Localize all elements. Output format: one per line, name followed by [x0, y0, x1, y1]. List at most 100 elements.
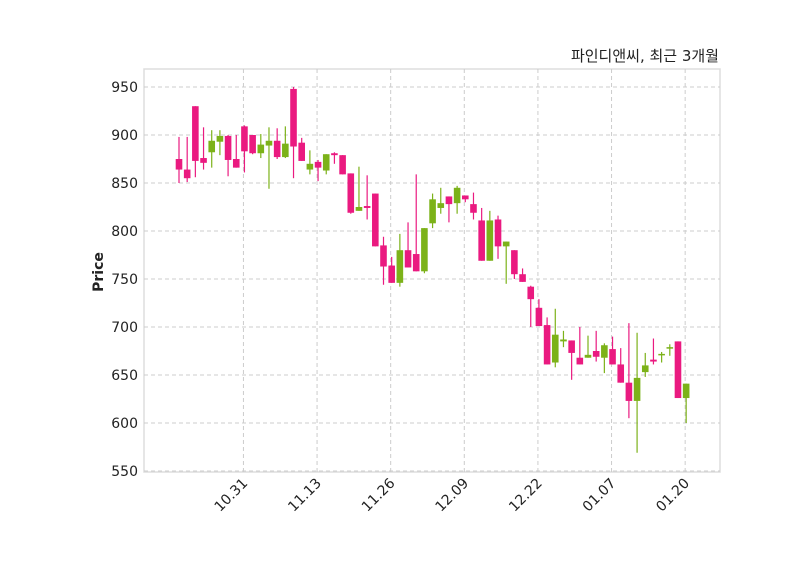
candle-body	[290, 88, 297, 147]
x-tick-label: 01.20	[653, 476, 693, 516]
candle-body	[478, 220, 485, 261]
candle	[674, 341, 682, 399]
candle-body	[527, 286, 535, 300]
candle	[290, 87, 297, 179]
candle	[331, 152, 338, 164]
candle	[478, 207, 485, 261]
candle	[175, 136, 183, 183]
candle	[396, 233, 404, 287]
candle	[633, 332, 641, 453]
candle-body	[429, 199, 436, 224]
candle-body	[666, 347, 674, 349]
candle	[666, 344, 674, 356]
candle	[658, 351, 665, 363]
candle	[445, 196, 453, 223]
candle-body	[658, 353, 665, 356]
candle-body	[175, 159, 183, 170]
candle-body	[502, 241, 510, 247]
candle	[347, 173, 355, 214]
y-tick-label: 600	[111, 416, 138, 432]
x-tick-label: 11.13	[285, 476, 325, 516]
candle-body	[404, 250, 412, 268]
candle	[421, 228, 428, 274]
candle	[314, 159, 322, 182]
candle-body	[265, 140, 273, 146]
candle	[306, 150, 314, 175]
candle	[322, 154, 330, 175]
candle	[224, 135, 232, 177]
candle-body	[617, 364, 625, 383]
candle-body	[453, 187, 461, 204]
candle	[372, 193, 379, 247]
candle	[625, 323, 633, 419]
candle	[502, 241, 510, 284]
candle-body	[396, 250, 404, 283]
candle-body	[625, 382, 633, 401]
x-tick-label: 11.26	[359, 475, 399, 515]
candle-body	[347, 173, 355, 213]
candle	[470, 192, 477, 220]
candle	[494, 215, 502, 259]
y-tick-label: 650	[111, 368, 138, 384]
candle-body	[462, 195, 469, 200]
candle	[339, 155, 346, 175]
candle	[282, 126, 289, 159]
candle-body	[192, 106, 199, 161]
y-axis-label: Price	[91, 252, 107, 292]
candle-body	[576, 357, 584, 365]
candle	[404, 222, 412, 268]
candle-body	[363, 206, 371, 208]
candle	[592, 330, 600, 362]
candle	[200, 127, 207, 170]
candle-body	[306, 163, 314, 170]
candle-body	[445, 196, 453, 205]
candle-body	[682, 383, 690, 399]
candle	[249, 135, 256, 155]
y-tick-label: 750	[111, 272, 138, 288]
candle-body	[609, 349, 616, 365]
candle	[216, 130, 224, 156]
x-tick-label: 12.22	[506, 476, 546, 516]
y-tick-label: 850	[111, 176, 138, 192]
candle-body	[601, 345, 608, 358]
y-tick-label: 700	[111, 320, 138, 336]
candle-body	[568, 340, 575, 353]
candle-body	[257, 144, 265, 154]
candle	[208, 130, 216, 168]
candle	[617, 348, 625, 383]
candle	[265, 127, 273, 189]
candle	[641, 352, 649, 377]
candle	[560, 330, 567, 348]
candle-body	[339, 155, 346, 175]
candle-body	[249, 135, 256, 154]
candle	[298, 137, 305, 161]
candle-body	[633, 377, 641, 401]
candle	[650, 338, 657, 365]
candle-body	[584, 354, 592, 358]
candle	[412, 174, 420, 272]
candle-body	[322, 154, 330, 171]
y-tick-label: 950	[111, 80, 138, 96]
candle	[388, 256, 395, 283]
candle-body	[437, 203, 445, 208]
candle-body	[535, 307, 543, 327]
candle-body	[282, 143, 289, 158]
candle-body	[470, 204, 477, 213]
candle-body	[241, 126, 248, 152]
candle-body	[216, 135, 224, 142]
plot-area	[143, 68, 721, 473]
candle-body	[273, 140, 281, 158]
candle-body	[331, 153, 338, 156]
y-tick-label: 900	[111, 128, 138, 144]
candle-body	[560, 339, 567, 342]
candle-body	[232, 159, 240, 168]
candle-body	[412, 254, 420, 272]
y-axis: 550 600 650 700 750 800 850 900 950	[111, 80, 138, 480]
candle-body	[421, 228, 428, 272]
candle-body	[641, 365, 649, 373]
candle-body	[183, 169, 191, 179]
candle	[527, 285, 535, 327]
candle-body	[372, 193, 379, 247]
y-tick-label: 550	[111, 464, 138, 480]
x-tick-label: 12.09	[432, 476, 472, 516]
